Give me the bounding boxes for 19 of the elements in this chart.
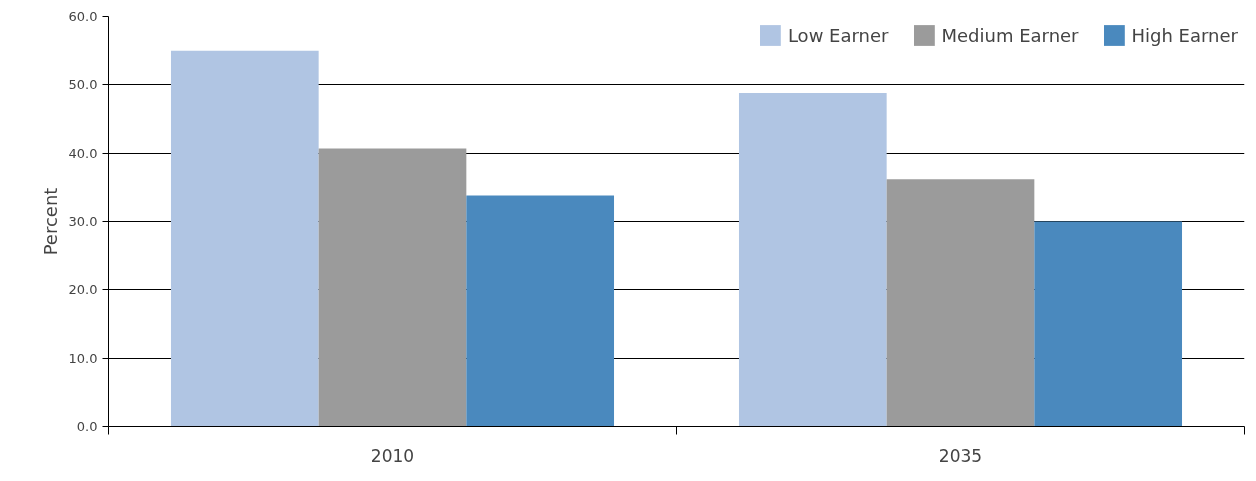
bar [466, 195, 615, 427]
legend-label: Medium Earner [941, 24, 1079, 46]
y-axis-title: Percent [39, 187, 61, 256]
bar [318, 148, 467, 427]
y-tick-label: 10.0 [68, 350, 98, 366]
bar [738, 93, 887, 427]
legend-label: High Earner [1131, 24, 1238, 46]
x-tick-label: 2010 [370, 445, 415, 466]
legend-label: Low Earner [787, 24, 889, 46]
y-tick-label: 20.0 [68, 282, 98, 298]
bar [1034, 221, 1183, 427]
y-tick-label: 30.0 [68, 214, 98, 229]
y-tick-label: 0.0 [76, 419, 98, 434]
x-tick-label: 2035 [938, 445, 983, 466]
y-tick-label: 40.0 [68, 145, 98, 161]
bar [170, 50, 319, 427]
bar [886, 179, 1035, 427]
y-tick-label: 50.0 [68, 77, 98, 93]
y-tick-label: 60.0 [68, 9, 98, 24]
